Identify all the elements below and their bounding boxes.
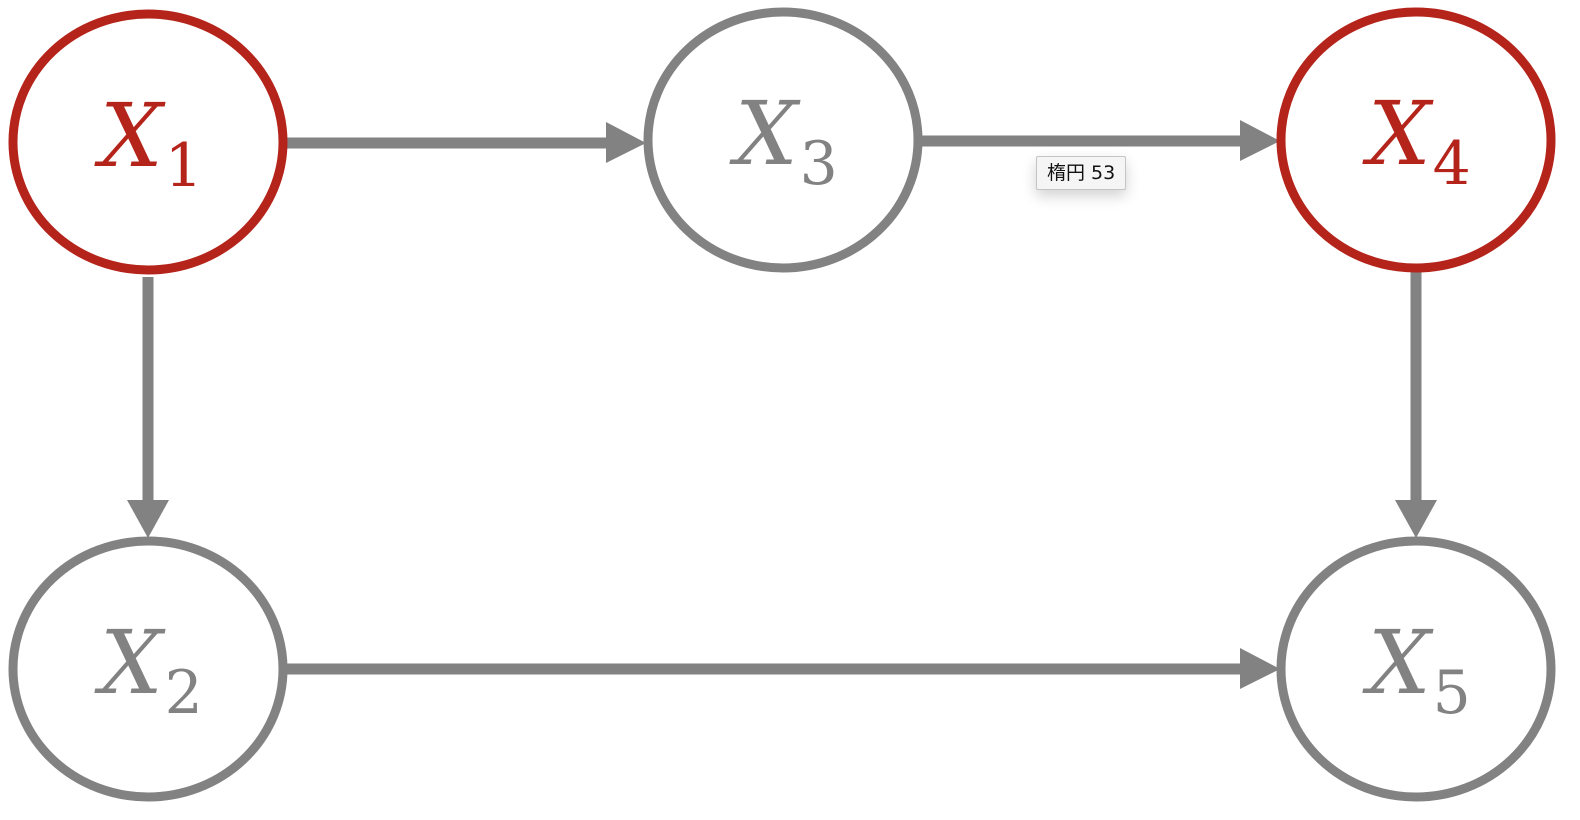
node-x3-subscript: 3 [800,129,838,199]
node-x4-subscript: 4 [1433,129,1471,199]
node-x1-subscript: 1 [165,131,203,201]
node-x5[interactable]: X5 [1276,536,1556,802]
node-x2[interactable]: X2 [8,536,288,802]
edge-x2-x5[interactable] [286,648,1280,689]
edge-x4-x5[interactable] [1395,270,1437,538]
node-x5-subscript: 5 [1433,658,1471,728]
hover-tooltip: 楕円 53 [1036,156,1127,190]
node-x4[interactable]: X4 [1276,7,1556,273]
node-x1-label: X1 [94,84,203,201]
node-x5-label: X5 [1362,611,1471,728]
node-x3-label: X3 [729,82,838,199]
node-x3[interactable]: X3 [643,7,923,273]
node-x4-label: X4 [1362,82,1471,199]
node-x2-subscript: 2 [165,658,203,728]
edges [127,120,1437,689]
edge-x3-x4[interactable] [920,120,1280,161]
node-x2-label: X2 [94,611,203,728]
edge-x1-x2[interactable] [127,277,169,538]
edge-x1-x3[interactable] [286,122,646,163]
node-x1[interactable]: X1 [8,9,288,275]
